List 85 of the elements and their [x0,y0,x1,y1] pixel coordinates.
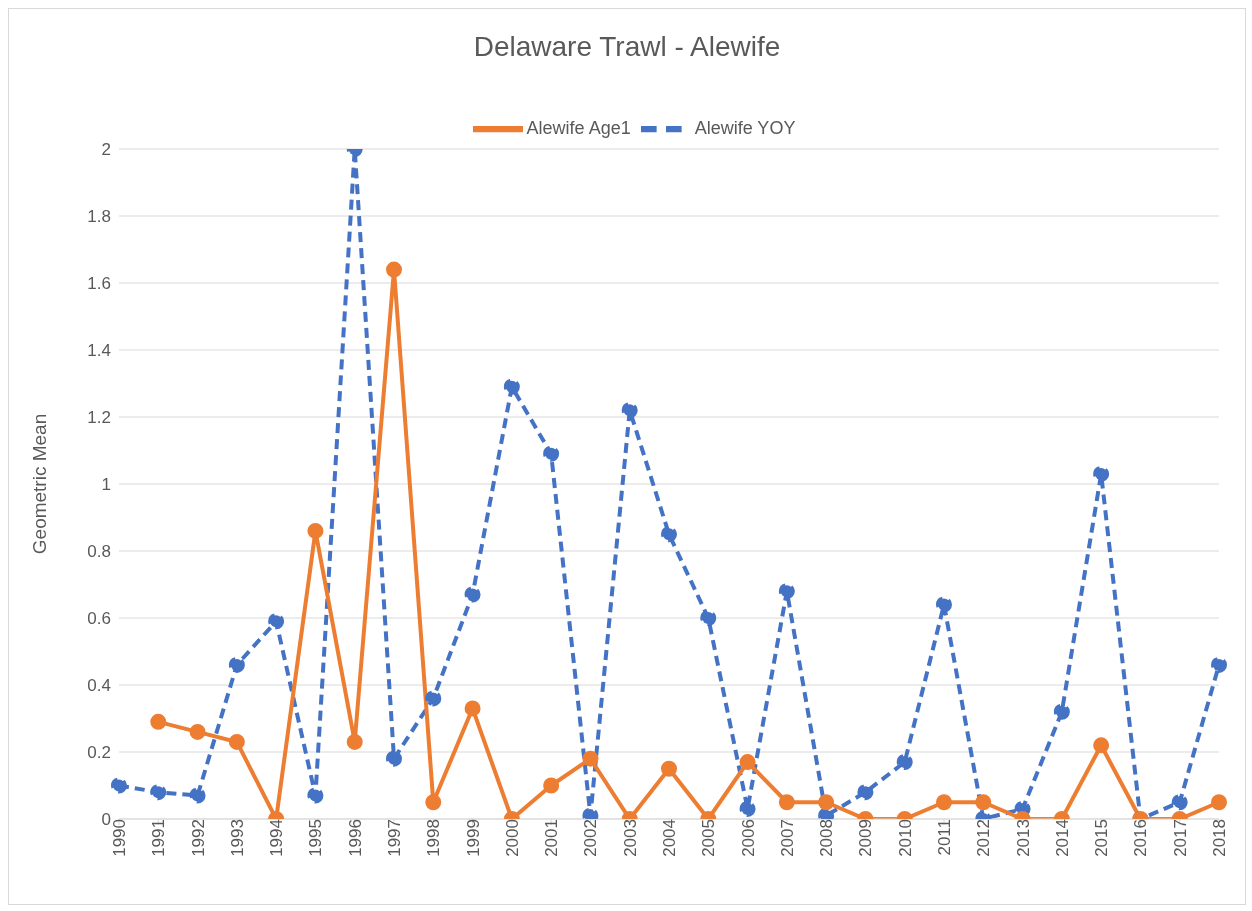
point [818,794,835,811]
point [228,733,245,750]
point [425,794,442,811]
point [1093,465,1110,482]
point [464,586,481,603]
x-tick-label: 2018 [1210,819,1230,857]
x-tick-label: 2010 [895,819,915,857]
x-tick-label: 1994 [267,819,287,857]
point [307,522,324,539]
point [386,750,402,767]
x-tick-label: 2016 [1131,819,1151,857]
point [503,378,520,395]
x-tick-label: 2011 [935,819,955,856]
point [778,794,795,811]
y-tick-label: 1.8 [87,207,111,227]
point [543,777,560,794]
x-tick-label: 2015 [1092,819,1112,857]
point [189,787,206,804]
point [621,402,638,419]
y-tick-label: 1.2 [87,408,111,428]
point [661,526,677,543]
x-tick-label: 1990 [110,819,130,857]
x-tick-label: 1996 [345,819,365,857]
point [228,656,245,673]
x-tick-label: 2008 [817,819,837,857]
point [1211,794,1227,811]
y-axis-title: Geometric Mean [28,413,50,555]
point [700,610,717,626]
x-tick-label: 2014 [1052,819,1072,857]
x-tick-label: 2013 [1013,819,1033,857]
x-tick-label: 1997 [385,819,405,857]
x-tick-label: 1995 [306,819,326,857]
point [1211,656,1227,673]
y-tick-label: 0.6 [87,609,111,629]
x-tick-label: 2003 [620,819,640,857]
point [150,784,167,801]
y-tick-label: 0 [101,810,111,830]
point [307,787,324,804]
point [1093,737,1110,754]
point [778,583,795,600]
legend-label: Alewife Age1 [526,117,631,138]
point [111,777,127,794]
x-tick-label: 2017 [1170,819,1190,857]
point [425,690,442,707]
point [543,445,560,462]
point [739,800,756,817]
point [189,723,206,740]
point [1171,794,1188,811]
point [896,754,913,771]
x-tick-label: 1993 [227,819,247,857]
chart-title: Delaware Trawl - Alewife [472,31,782,63]
x-tick-label: 1998 [424,819,444,857]
point [857,784,874,801]
point [582,750,599,767]
y-tick-label: 2 [101,140,111,160]
y-tick-label: 1.4 [87,341,111,361]
x-tick-label: 2005 [699,819,719,857]
x-tick-label: 1991 [149,819,169,857]
point [1053,703,1070,720]
x-tick-label: 2012 [974,819,994,857]
point [975,794,992,811]
x-tick-label: 1999 [463,819,483,857]
y-tick-label: 0.8 [87,542,111,562]
point [739,754,756,771]
x-tick-label: 2007 [777,819,797,857]
point [386,261,402,278]
x-tick-label: 2006 [738,819,758,857]
x-tick-label: 2001 [542,819,562,857]
x-tick-label: 2000 [502,819,522,857]
x-tick-label: 2009 [856,819,876,857]
x-tick-label: 2002 [581,819,601,857]
x-tick-label: 1992 [188,819,208,857]
point [150,713,167,730]
y-tick-label: 0.2 [87,743,111,763]
y-tick-label: 1.6 [87,274,111,294]
y-tick-label: 1 [101,475,111,495]
x-tick-label: 2004 [660,819,680,857]
point [268,613,285,630]
point [661,760,677,777]
point [936,794,952,811]
y-tick-label: 0.4 [87,676,111,696]
legend-label: Alewife YOY [694,117,796,138]
point [464,700,481,717]
point [346,733,363,750]
point [936,596,952,613]
